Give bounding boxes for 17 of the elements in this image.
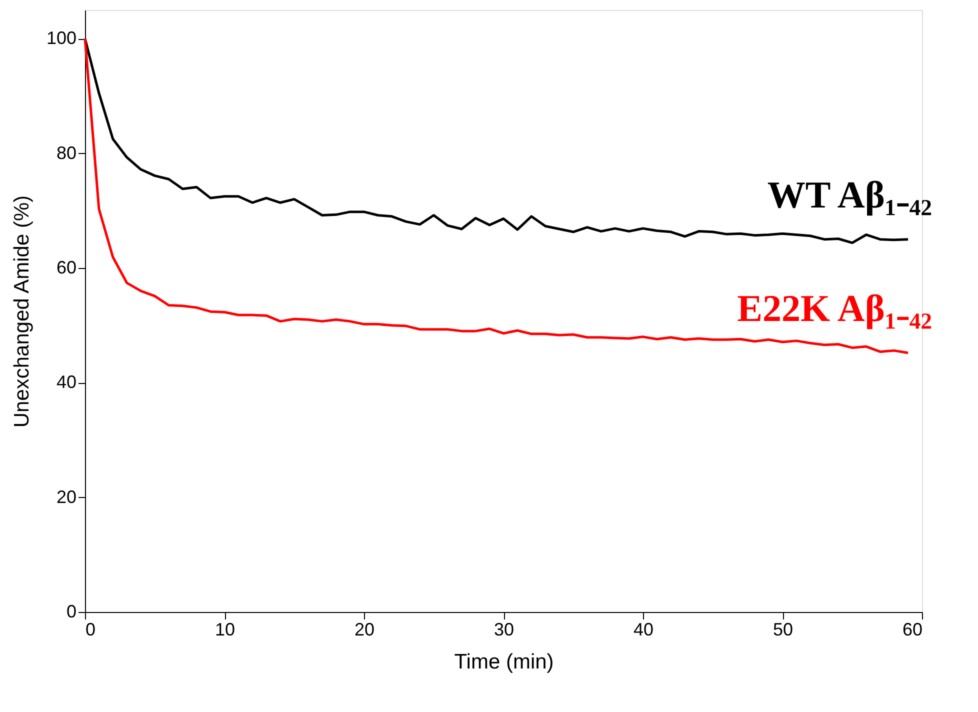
x-tick-label: 60 — [902, 620, 922, 640]
y-tick-label: 60 — [56, 258, 76, 278]
x-tick-label: 30 — [494, 620, 514, 640]
x-tick-label: 20 — [354, 620, 375, 640]
series-label: WT Aβ₁₋₄₂ — [767, 174, 932, 216]
x-tick-label: 10 — [214, 620, 236, 640]
y-tick-label: 40 — [56, 372, 76, 392]
y-tick-label: 80 — [56, 142, 76, 163]
y-tick-label: 0 — [66, 602, 76, 622]
x-axis-title: Time (min) — [454, 650, 554, 674]
y-tick-label: 100 — [46, 28, 76, 48]
series-label: E22K Aβ₁₋₄₂ — [737, 288, 932, 330]
y-tick-label: 20 — [56, 486, 76, 507]
x-tick-label: 40 — [633, 620, 654, 640]
x-tick-label: 0 — [86, 620, 96, 640]
y-axis-title: Unexchanged Amide (%) — [10, 195, 34, 428]
x-tick-label: 50 — [772, 620, 794, 640]
